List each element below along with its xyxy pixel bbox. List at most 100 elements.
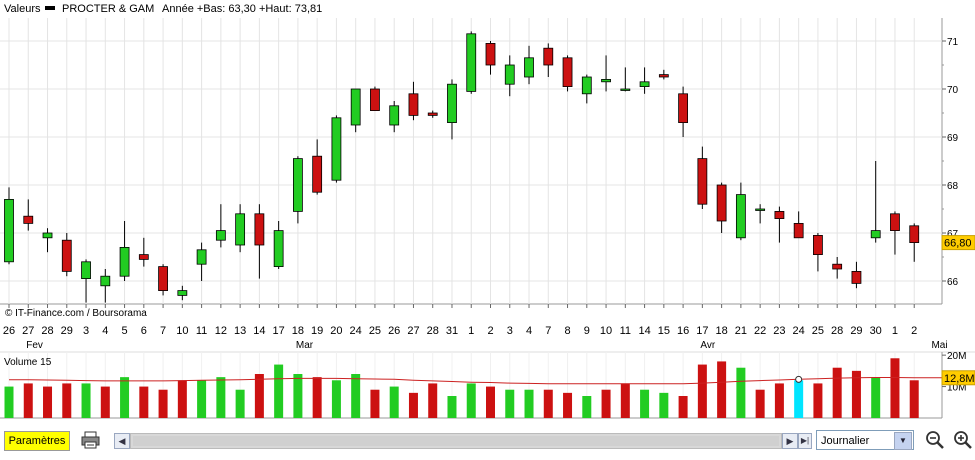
date-tick-label: 28: [41, 325, 53, 337]
date-tick-label: 29: [61, 325, 73, 337]
candle-body: [716, 184, 727, 222]
candle-body: [909, 225, 920, 244]
date-tick-label: 27: [22, 325, 34, 337]
date-tick-label: 8: [564, 325, 570, 337]
candle-body: [601, 79, 611, 83]
date-tick-label: 19: [311, 325, 323, 337]
volume-bar: [408, 392, 418, 418]
date-tick-label: 22: [754, 325, 766, 337]
month-label: Mai: [931, 340, 947, 351]
last-volume-badge: [941, 370, 975, 386]
date-tick-label: 11: [620, 325, 631, 337]
candle-body: [639, 81, 650, 88]
volume-bar: [351, 374, 361, 418]
volume-bar: [293, 374, 303, 418]
candle-body: [215, 230, 226, 241]
stock-name: PROCTER & GAM: [62, 3, 154, 15]
date-tick-label: 31: [446, 325, 458, 337]
volume-bar: [43, 386, 53, 418]
candle-body: [543, 47, 554, 66]
candlestick-series: [4, 31, 920, 303]
price-tick-label: 68: [947, 181, 959, 192]
scrollbar-thumb[interactable]: [133, 436, 779, 446]
scroll-right-icon[interactable]: ▶: [782, 433, 798, 449]
zoom-out-icon[interactable]: [924, 429, 946, 451]
month-label: Avr: [700, 340, 715, 351]
volume-bar: [890, 358, 900, 418]
volume-bar: [755, 389, 765, 418]
date-tick-label: 23: [773, 325, 785, 337]
candle-body: [774, 210, 785, 219]
candle-body: [524, 57, 534, 78]
candle-body: [81, 261, 91, 279]
date-tick-label: 1: [892, 325, 898, 337]
zoom-in-icon[interactable]: [952, 429, 974, 451]
volume-bar: [813, 383, 823, 418]
date-tick-label: 12: [215, 325, 227, 337]
date-tick-label: 3: [83, 325, 89, 337]
volume-bar: [23, 383, 33, 418]
candle-body: [851, 270, 862, 284]
price-tick-label: 67: [947, 229, 959, 240]
date-tick-label: 3: [507, 325, 513, 337]
volume-bar: [62, 383, 72, 418]
scroll-end-icon[interactable]: ▶|: [798, 433, 812, 449]
timeline-scrollbar[interactable]: [130, 433, 782, 449]
scroll-left-icon[interactable]: ◀: [114, 433, 130, 449]
date-tick-label: 6: [141, 325, 147, 337]
volume-bar: [601, 389, 611, 418]
candle-body: [581, 76, 592, 95]
date-tick-label: 13: [234, 325, 246, 337]
volume-tick-label: 10M: [947, 383, 966, 394]
volume-bar: [620, 383, 630, 418]
last-price-badge: [941, 235, 975, 251]
volume-bar: [235, 389, 245, 418]
candle-body: [658, 74, 669, 78]
volume-bar: [524, 389, 534, 418]
date-tick-label: 30: [870, 325, 882, 337]
volume-bar: [370, 389, 380, 418]
price-tick-label: 70: [947, 85, 959, 96]
date-tick-label: 7: [160, 325, 166, 337]
volume-bar: [505, 389, 515, 418]
candle-body: [562, 57, 573, 87]
volume-bar: [4, 386, 14, 418]
candle-body: [697, 158, 708, 205]
candle-body: [119, 246, 130, 277]
candle-body: [61, 239, 72, 272]
volume-bar: [331, 380, 341, 418]
period-select[interactable]: Journalier ▼: [816, 430, 914, 450]
candle-body: [23, 215, 34, 224]
date-tick-label: 25: [369, 325, 381, 337]
volume-bar: [197, 380, 207, 418]
candle-body: [890, 213, 900, 232]
candle-body: [196, 249, 207, 265]
date-tick-label: 28: [427, 325, 439, 337]
price-axis: 66 67 68 69 70 71: [942, 37, 959, 288]
candle-body: [504, 64, 515, 85]
date-tick-label: 11: [196, 325, 207, 337]
printer-icon[interactable]: [80, 430, 102, 450]
candle-body: [42, 232, 53, 239]
candle-body: [350, 88, 361, 126]
date-tick-label: 14: [253, 325, 265, 337]
volume-bar: [832, 367, 842, 418]
last-volume-label: 12,8M: [944, 373, 975, 385]
volume-bar: [678, 396, 688, 418]
candle-body: [832, 263, 843, 270]
volume-bar: [794, 380, 804, 418]
period-select-value: Journalier: [821, 435, 870, 447]
date-tick-label: 9: [584, 325, 590, 337]
candle-body: [408, 93, 419, 116]
volume-bar: [158, 389, 168, 418]
parameters-button[interactable]: Paramètres: [4, 431, 70, 451]
volume-bar: [774, 383, 784, 418]
bottom-toolbar: Paramètres ◀ ▶ ▶| Journalier ▼: [0, 426, 975, 458]
volume-average-line: [9, 375, 942, 385]
volume-bar: [486, 386, 495, 418]
date-tick-label: 4: [526, 325, 532, 337]
date-tick-label: 4: [102, 325, 108, 337]
volume-bar: [312, 377, 322, 418]
date-tick-label: 18: [292, 325, 304, 337]
